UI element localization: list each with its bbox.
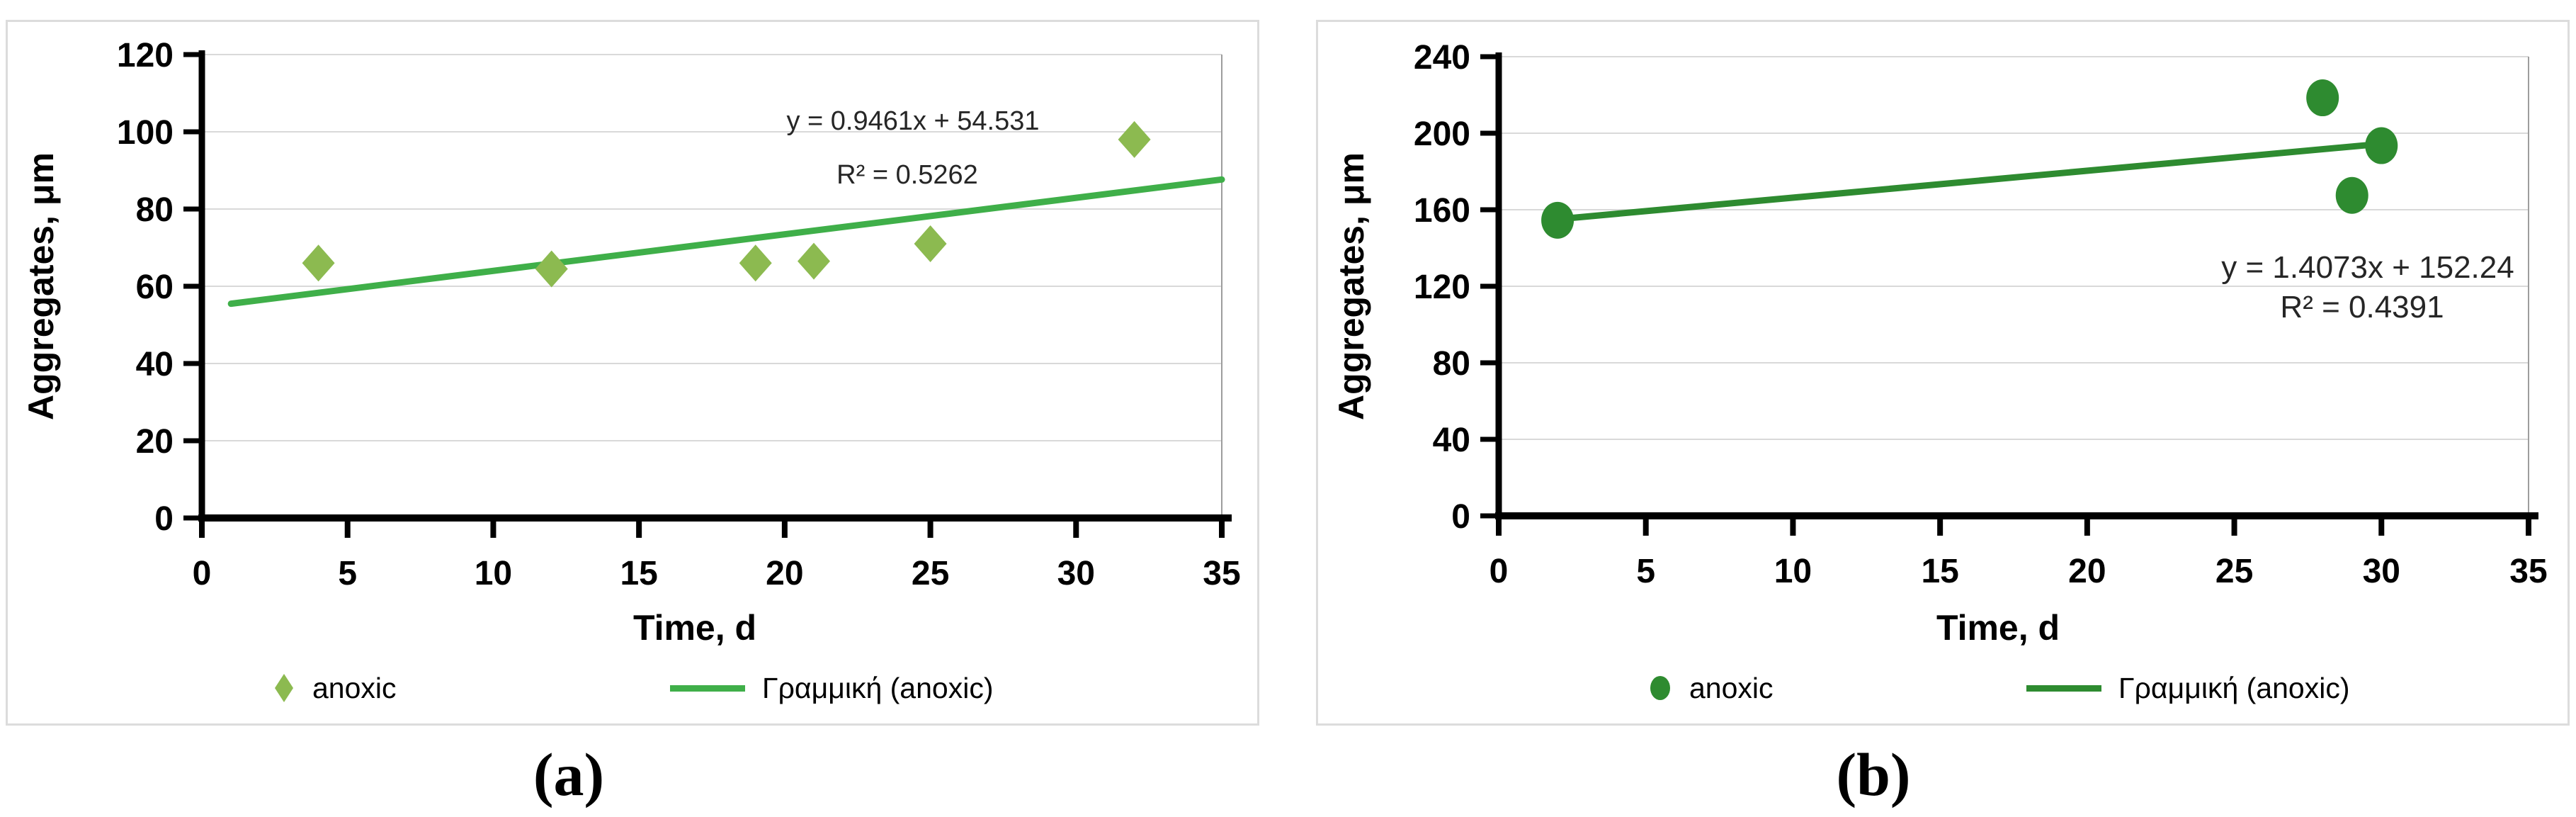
y-tick-label: 120	[1414, 269, 1470, 306]
x-tick-label: 25	[2215, 553, 2253, 590]
plot-generated-b: 0 40 80 120 160 200 240 0 5 10 15 20 25 30 35	[1414, 39, 2548, 590]
x-axis-title-a: Time, d	[633, 608, 756, 648]
legend-a: anoxic Γραμμική (anoxic)	[8, 665, 1257, 711]
y-tick-label: 80	[136, 191, 174, 229]
x-tick-label: 5	[1636, 553, 1655, 590]
legend-label-trendline-a: Γραμμική (anoxic)	[762, 671, 994, 704]
x-tick-label: 0	[1490, 553, 1509, 590]
diamond-marker-shape	[275, 674, 293, 702]
legend-label-trendline-b: Γραμμική (anoxic)	[2118, 671, 2350, 704]
y-tick-label: 240	[1414, 39, 1470, 77]
data-point	[2365, 127, 2398, 164]
x-tick-label: 10	[475, 555, 512, 592]
chart-panel-a: 0 20 40 60 80 100 120 0 5 10 15 20 25 30 35 Aggregates…	[6, 20, 1259, 726]
circle-marker-shape	[1650, 676, 1670, 700]
caption-b: (b)	[1836, 740, 1911, 808]
circle-marker-icon	[1650, 676, 1670, 700]
legend-label-anoxic-b: anoxic	[1689, 671, 1774, 704]
legend-item-anoxic-a: anoxic	[273, 665, 397, 711]
data-point	[914, 225, 947, 263]
y-tick-label: 120	[117, 37, 174, 74]
plot-generated-a: 0 20 40 60 80 100 120 0 5 10 15 20 25 30 35	[117, 37, 1241, 592]
trendline-sample-shape	[670, 685, 745, 692]
caption-a: (a)	[533, 740, 605, 808]
x-tick-label: 20	[2068, 553, 2106, 590]
data-point	[739, 244, 772, 282]
x-tick-label: 35	[2509, 553, 2547, 590]
legend-item-trendline-a: Γραμμική (anoxic)	[670, 665, 993, 711]
y-tick-label: 40	[1433, 422, 1470, 459]
x-tick-label: 5	[338, 555, 357, 592]
diamond-marker-icon	[275, 674, 293, 702]
data-point	[535, 250, 568, 288]
data-point	[302, 244, 335, 282]
plot-b: 0 40 80 120 160 200 240 0 5 10 15 20 25 30 35 Aggregat…	[1332, 39, 2548, 648]
trendline-sample-icon	[2026, 685, 2101, 692]
x-tick-label: 20	[766, 555, 803, 592]
plot-a: 0 20 40 60 80 100 120 0 5 10 15 20 25 30 35 Aggregates…	[21, 37, 1241, 648]
data-point	[2306, 79, 2339, 117]
legend-item-trendline-b: Γραμμική (anoxic)	[2026, 665, 2349, 711]
x-tick-label: 30	[2363, 553, 2400, 590]
y-tick-label: 40	[136, 346, 174, 383]
y-tick-label: 200	[1414, 115, 1470, 153]
trend-equation-b: y = 1.4073x + 152.24	[2221, 250, 2514, 285]
legend-item-anoxic-b: anoxic	[1648, 665, 1774, 711]
y-tick-label: 0	[154, 500, 174, 538]
data-point	[1541, 201, 1574, 239]
x-tick-label: 10	[1774, 553, 1812, 590]
data-point	[798, 242, 830, 280]
data-point	[2335, 176, 2368, 214]
trend-r2-b: R² = 0.4391	[2280, 290, 2444, 325]
y-tick-label: 0	[1451, 498, 1470, 536]
trend-equation-a: y = 0.9461x + 54.531	[786, 106, 1039, 136]
data-point	[1118, 120, 1151, 158]
trend-r2-a: R² = 0.5262	[836, 160, 978, 190]
y-axis-title-b: Aggregates, μm	[1332, 152, 1371, 420]
legend-label-anoxic-a: anoxic	[312, 671, 397, 704]
trendline-sample-icon	[670, 685, 745, 692]
trendline	[1554, 140, 2385, 222]
x-tick-label: 15	[620, 555, 657, 592]
x-tick-label: 35	[1203, 555, 1240, 592]
y-tick-label: 100	[117, 114, 174, 152]
y-tick-label: 20	[136, 423, 174, 461]
y-tick-label: 160	[1414, 192, 1470, 230]
y-tick-label: 80	[1433, 345, 1470, 383]
chart-panel-b: 0 40 80 120 160 200 240 0 5 10 15 20 25 30 35 Aggregat…	[1316, 20, 2570, 726]
trendline-sample-shape	[2026, 685, 2101, 692]
trendline	[227, 176, 1225, 308]
y-tick-label: 60	[136, 269, 174, 306]
x-tick-label: 0	[193, 555, 212, 592]
x-axis-title-b: Time, d	[1936, 608, 2060, 648]
y-axis-title-a: Aggregates, μm	[21, 152, 61, 420]
x-tick-label: 30	[1057, 555, 1095, 592]
legend-b: anoxic Γραμμική (anoxic)	[1318, 665, 2568, 711]
x-tick-label: 25	[912, 555, 949, 592]
x-tick-label: 15	[1921, 553, 1958, 590]
